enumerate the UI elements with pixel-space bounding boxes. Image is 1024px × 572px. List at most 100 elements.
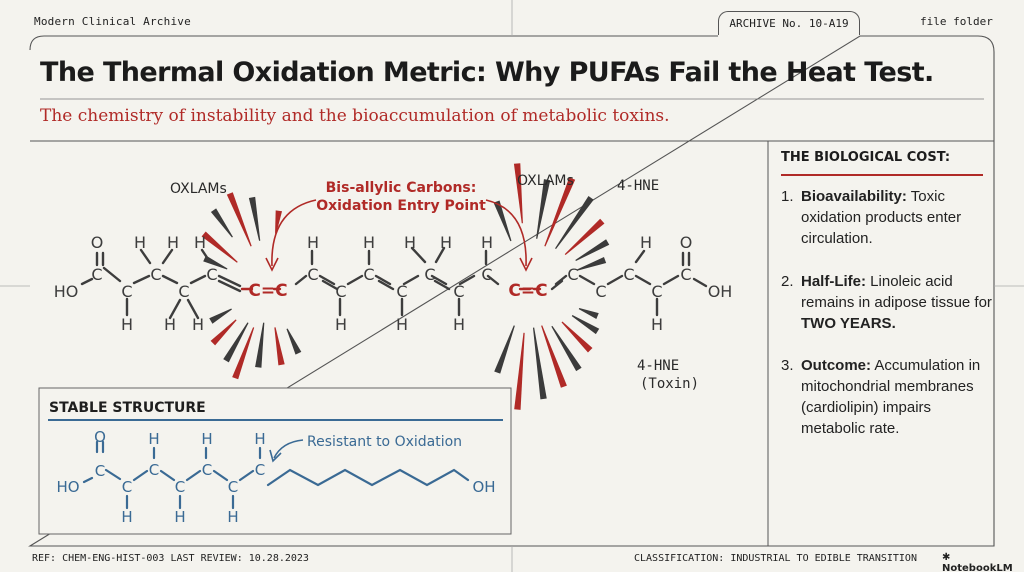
atom-h: H <box>121 315 133 334</box>
arrowhead <box>269 449 282 463</box>
point-body: Linoleic acid remains in adipose tissue … <box>801 273 992 311</box>
archive-tab[interactable]: ARCHIVE No. 10-A19 <box>718 11 860 35</box>
h-bonds <box>125 246 659 320</box>
oxidation-ray <box>255 322 265 368</box>
hne-top-label: 4-HNE <box>617 178 659 194</box>
atom-c: C <box>481 265 492 284</box>
oxidation-ray <box>210 208 233 238</box>
atom-c: C <box>178 282 189 301</box>
atom-h: H <box>134 233 146 252</box>
oxidation-ray <box>551 325 582 372</box>
atom-c: C <box>121 282 132 301</box>
atom-h: H <box>363 233 375 252</box>
callout-arrow-left <box>271 199 317 267</box>
atom-h: H <box>227 508 238 526</box>
oxidation-ray <box>232 327 255 380</box>
hne-bottom-label: 4-HNE <box>637 358 679 374</box>
double-bond-1 <box>217 279 242 293</box>
atom-h: H <box>651 315 663 334</box>
footer-classification: CLASSIFICATION: INDUSTRIAL TO EDIBLE TRA… <box>634 553 917 564</box>
oxidation-ray <box>575 239 610 262</box>
atom-c: C <box>396 282 407 301</box>
footer-reference: REF: CHEM-ENG-HIST-003 LAST REVIEW: 10.2… <box>32 553 309 564</box>
oxlams-left-label: OXLAMs <box>170 181 227 197</box>
oxidation-ray <box>493 200 512 242</box>
atom-c: C <box>95 462 105 480</box>
oxidation-ray <box>226 192 252 247</box>
point-number: 3. <box>781 357 794 374</box>
sidebar-rule <box>781 174 983 176</box>
atom-c: C <box>424 265 435 284</box>
atom-c: C <box>228 478 238 496</box>
point-label: Bioavailability: <box>801 188 907 205</box>
atom-h: H <box>201 430 212 448</box>
oxidation-ray <box>201 231 238 263</box>
stable-bonds <box>82 440 262 510</box>
atom-c: C <box>335 282 346 301</box>
carboxyl-bonds <box>80 251 122 286</box>
atom-ho: HO <box>56 478 79 496</box>
atom-h: H <box>453 315 465 334</box>
atom-h: H <box>254 430 265 448</box>
atom-cc-red: C=C <box>508 281 547 301</box>
atom-ho: HO <box>54 282 79 301</box>
arrowhead <box>519 257 533 272</box>
page-title: The Thermal Oxidation Metric: Why PUFAs … <box>40 57 934 88</box>
brand-icon: ✱ <box>942 552 951 563</box>
sidebar-heading: THE BIOLOGICAL COST: <box>781 150 951 165</box>
oxidation-ray <box>578 308 599 320</box>
oxidation-ray <box>514 332 525 410</box>
cost-point-2: 2. Half-Life: Linoleic acid remains in a… <box>781 271 993 334</box>
atom-h: H <box>121 508 132 526</box>
point-label: Outcome: <box>801 357 872 374</box>
atom-c: C <box>255 461 265 479</box>
file-folder-label: file folder <box>920 15 993 28</box>
oxidation-ray <box>541 325 567 388</box>
product-labels: OXLAMs OXLAMs 4-HNE 4-HNE (Toxin) <box>170 173 699 392</box>
stable-note: Resistant to Oxidation <box>307 434 462 450</box>
atom-oh: OH <box>708 282 733 301</box>
double-bond-2 <box>321 279 451 291</box>
atom-c: C <box>307 265 318 284</box>
point-number: 2. <box>781 273 794 290</box>
point-text: Half-Life: Linoleic acid remains in adip… <box>801 271 993 334</box>
atom-o: O <box>91 233 104 252</box>
atom-c: C <box>623 265 634 284</box>
atom-cc-red: C=C <box>248 281 287 301</box>
atom-h: H <box>481 233 493 252</box>
archive-name: Modern Clinical Archive <box>34 15 191 28</box>
atom-h: H <box>335 315 347 334</box>
atom-c: C <box>150 265 161 284</box>
stable-arrow <box>273 439 304 459</box>
atom-c: C <box>567 265 578 284</box>
oxlams-right-label: OXLAMs <box>517 173 574 189</box>
atom-h: H <box>404 233 416 252</box>
atom-c: C <box>595 282 606 301</box>
alkyl-tail <box>266 468 470 487</box>
atom-h: H <box>174 508 185 526</box>
oxidation-ray <box>544 177 576 247</box>
oxidation-ray <box>286 328 302 355</box>
point-text: Bioavailability: Toxic oxidation product… <box>801 186 993 249</box>
atom-h: H <box>640 233 652 252</box>
page-subtitle: The chemistry of instability and the bio… <box>40 106 670 126</box>
atom-c: C <box>202 461 212 479</box>
oxidation-ray <box>561 321 593 353</box>
callout-arrow-right <box>485 199 527 267</box>
atom-h: H <box>307 233 319 252</box>
oxidation-ray <box>564 218 605 255</box>
oxidation-ray <box>223 322 249 363</box>
point-number: 1. <box>781 188 794 205</box>
atom-o: O <box>94 428 106 446</box>
atom-h: H <box>396 315 408 334</box>
pufa-skeleton <box>80 246 708 320</box>
atom-c: C <box>122 478 132 496</box>
oxidation-ray <box>494 325 515 374</box>
oxidation-ray <box>532 327 547 400</box>
double-bond-3 <box>550 279 564 291</box>
bis-allylic-atoms: C=C C=C <box>248 281 547 301</box>
hydroxyl-bond <box>692 277 708 288</box>
atom-c: C <box>149 461 159 479</box>
